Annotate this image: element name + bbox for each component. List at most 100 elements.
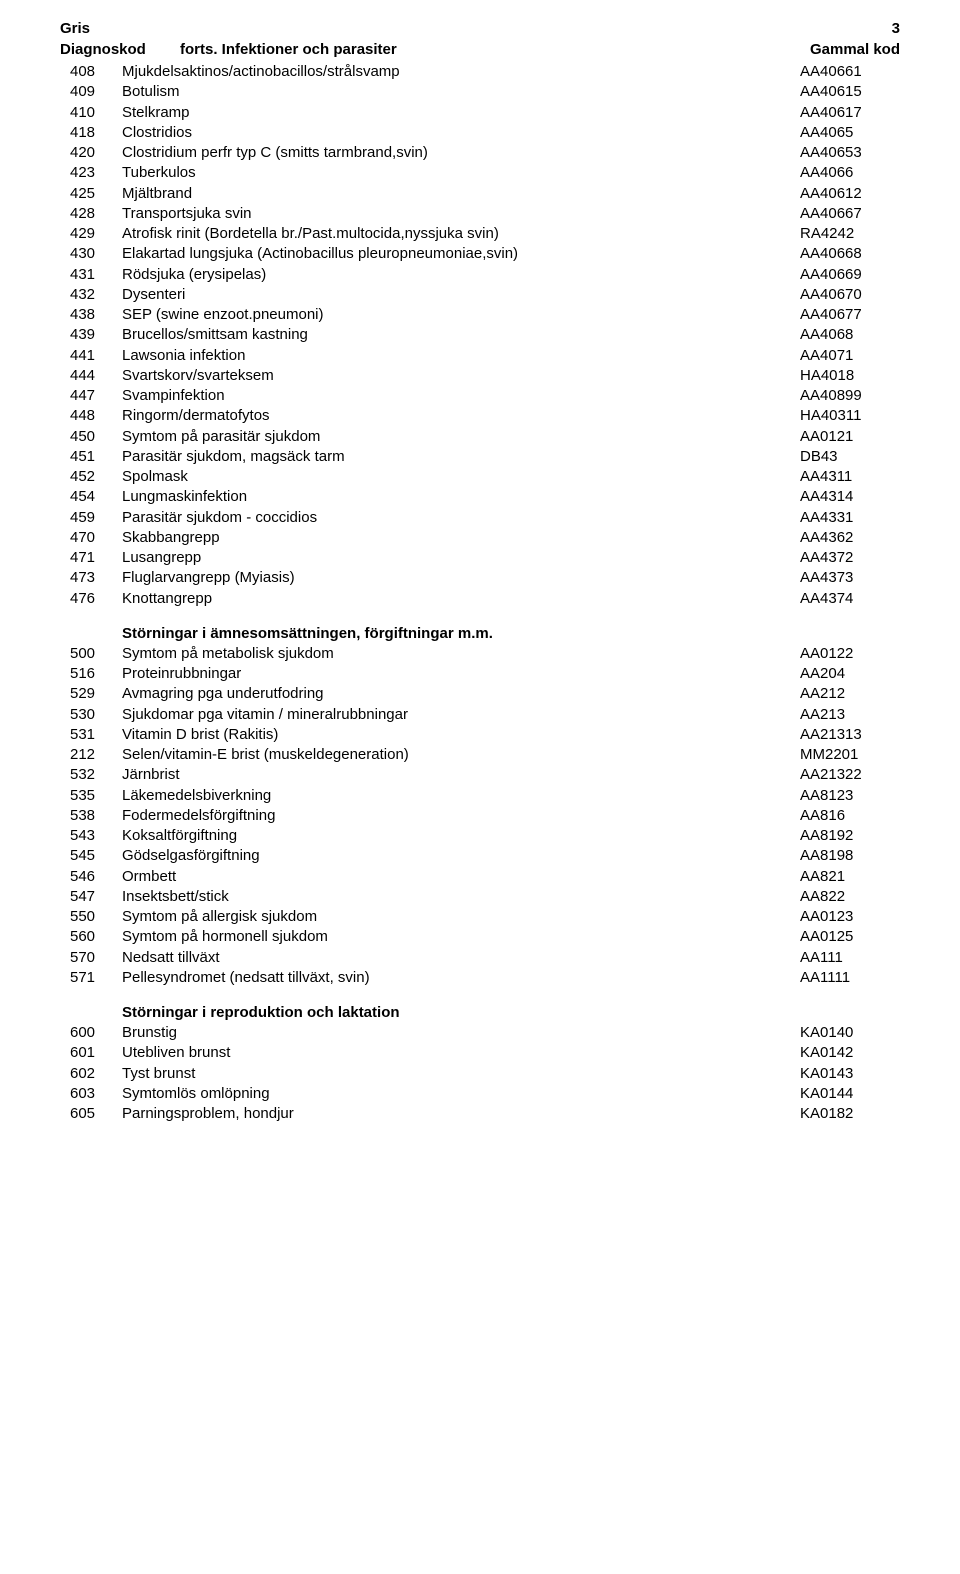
- old-code: AA1111: [770, 968, 900, 988]
- old-code: KA0182: [770, 1104, 900, 1124]
- diagnosis-description: Dysenteri: [120, 285, 770, 305]
- table-row: 459Parasitär sjukdom - coccidiosAA4331: [60, 508, 900, 528]
- diagnosis-code: 602: [60, 1064, 120, 1084]
- old-code: AA8198: [770, 846, 900, 866]
- table-row: 408Mjukdelsaktinos/actinobacillos/stråls…: [60, 62, 900, 82]
- diagnosis-description: Selen/vitamin-E brist (muskeldegeneratio…: [120, 745, 770, 765]
- old-code: AA0125: [770, 927, 900, 947]
- diagnosis-code: 448: [60, 406, 120, 426]
- table-row: 432DysenteriAA40670: [60, 285, 900, 305]
- table-row: 409BotulismAA40615: [60, 82, 900, 102]
- old-code: DB43: [770, 447, 900, 467]
- table-row: 448Ringorm/dermatofytosHA40311: [60, 406, 900, 426]
- diagnosis-code: 547: [60, 887, 120, 907]
- old-code: AA4362: [770, 528, 900, 548]
- diagnosis-description: Clostridios: [120, 123, 770, 143]
- old-code: AA111: [770, 948, 900, 968]
- table-row: 535LäkemedelsbiverkningAA8123: [60, 786, 900, 806]
- old-code: AA4065: [770, 123, 900, 143]
- diagnosis-code: 441: [60, 346, 120, 366]
- old-code: AA40612: [770, 184, 900, 204]
- diagnosis-description: Lungmaskinfektion: [120, 487, 770, 507]
- diagnosis-description: Svampinfektion: [120, 386, 770, 406]
- old-code: HA40311: [770, 406, 900, 426]
- diagnosis-description: Symtom på allergisk sjukdom: [120, 907, 770, 927]
- col-header-oldcode: Gammal kod: [770, 41, 900, 58]
- diagnosis-description: Symtom på hormonell sjukdom: [120, 927, 770, 947]
- diagnosis-code: 420: [60, 143, 120, 163]
- old-code: AA204: [770, 664, 900, 684]
- old-code: AA40669: [770, 265, 900, 285]
- diagnosis-code: 560: [60, 927, 120, 947]
- diagnosis-code: 570: [60, 948, 120, 968]
- old-code: AA21313: [770, 725, 900, 745]
- diagnosis-code: 600: [60, 1023, 120, 1043]
- diagnosis-description: Mjukdelsaktinos/actinobacillos/strålsvam…: [120, 62, 770, 82]
- diagnosis-code: 532: [60, 765, 120, 785]
- diagnosis-code: 546: [60, 867, 120, 887]
- diagnosis-description: Botulism: [120, 82, 770, 102]
- old-code: AA816: [770, 806, 900, 826]
- table-row: 438SEP (swine enzoot.pneumoni)AA40677: [60, 305, 900, 325]
- diagnosis-code: 451: [60, 447, 120, 467]
- diagnosis-description: Utebliven brunst: [120, 1043, 770, 1063]
- old-code: AA4314: [770, 487, 900, 507]
- old-code: AA0122: [770, 644, 900, 664]
- diagnosis-code: 425: [60, 184, 120, 204]
- column-header-row: Diagnoskod forts. Infektioner och parasi…: [60, 41, 900, 58]
- table-row: 570Nedsatt tillväxtAA111: [60, 948, 900, 968]
- old-code: KA0143: [770, 1064, 900, 1084]
- diagnosis-code: 423: [60, 163, 120, 183]
- diagnosis-description: Brucellos/smittsam kastning: [120, 325, 770, 345]
- old-code: AA0121: [770, 427, 900, 447]
- table-row: 529Avmagring pga underutfodringAA212: [60, 684, 900, 704]
- table-body: 408Mjukdelsaktinos/actinobacillos/stråls…: [60, 62, 900, 1124]
- diagnosis-description: Pellesyndromet (nedsatt tillväxt, svin): [120, 968, 770, 988]
- table-row: 601Utebliven brunstKA0142: [60, 1043, 900, 1063]
- old-code: AA40677: [770, 305, 900, 325]
- diagnosis-description: Skabbangrepp: [120, 528, 770, 548]
- diagnosis-code: 543: [60, 826, 120, 846]
- old-code: AA4068: [770, 325, 900, 345]
- old-code: AA40667: [770, 204, 900, 224]
- diagnosis-description: Mjältbrand: [120, 184, 770, 204]
- table-row: 425MjältbrandAA40612: [60, 184, 900, 204]
- diagnosis-description: Avmagring pga underutfodring: [120, 684, 770, 704]
- diagnosis-code: 531: [60, 725, 120, 745]
- diagnosis-description: Parningsproblem, hondjur: [120, 1104, 770, 1124]
- diagnosis-description: Sjukdomar pga vitamin / mineralrubbninga…: [120, 705, 770, 725]
- diagnosis-description: Atrofisk rinit (Bordetella br./Past.mult…: [120, 224, 770, 244]
- diagnosis-description: Lusangrepp: [120, 548, 770, 568]
- old-code: AA4071: [770, 346, 900, 366]
- diagnosis-description: Transportsjuka svin: [120, 204, 770, 224]
- diagnosis-description: SEP (swine enzoot.pneumoni): [120, 305, 770, 325]
- diagnosis-code: 538: [60, 806, 120, 826]
- diagnosis-description: Knottangrepp: [120, 589, 770, 609]
- diagnosis-code: 212: [60, 745, 120, 765]
- diagnosis-code: 550: [60, 907, 120, 927]
- diagnosis-code: 529: [60, 684, 120, 704]
- table-row: 560Symtom på hormonell sjukdomAA0125: [60, 927, 900, 947]
- page-number: 3: [892, 20, 900, 37]
- diagnosis-code: 418: [60, 123, 120, 143]
- table-row: 600BrunstigKA0140: [60, 1023, 900, 1043]
- diagnosis-description: Fodermedelsförgiftning: [120, 806, 770, 826]
- table-row: 476KnottangreppAA4374: [60, 589, 900, 609]
- diagnosis-description: Gödselgasförgiftning: [120, 846, 770, 866]
- diagnosis-code: 452: [60, 467, 120, 487]
- page-title: Gris: [60, 20, 90, 37]
- table-row: 430Elakartad lungsjuka (Actinobacillus p…: [60, 244, 900, 264]
- diagnosis-code: 535: [60, 786, 120, 806]
- diagnosis-code: 444: [60, 366, 120, 386]
- diagnosis-description: Läkemedelsbiverkning: [120, 786, 770, 806]
- table-row: 471LusangreppAA4372: [60, 548, 900, 568]
- old-code: AA0123: [770, 907, 900, 927]
- diagnosis-code: 431: [60, 265, 120, 285]
- old-code: AA40653: [770, 143, 900, 163]
- table-row: 429Atrofisk rinit (Bordetella br./Past.m…: [60, 224, 900, 244]
- diagnosis-description: Clostridium perfr typ C (smitts tarmbran…: [120, 143, 770, 163]
- old-code: AA40615: [770, 82, 900, 102]
- table-row: 441Lawsonia infektionAA4071: [60, 346, 900, 366]
- table-row: 531Vitamin D brist (Rakitis)AA21313: [60, 725, 900, 745]
- diagnosis-code: 447: [60, 386, 120, 406]
